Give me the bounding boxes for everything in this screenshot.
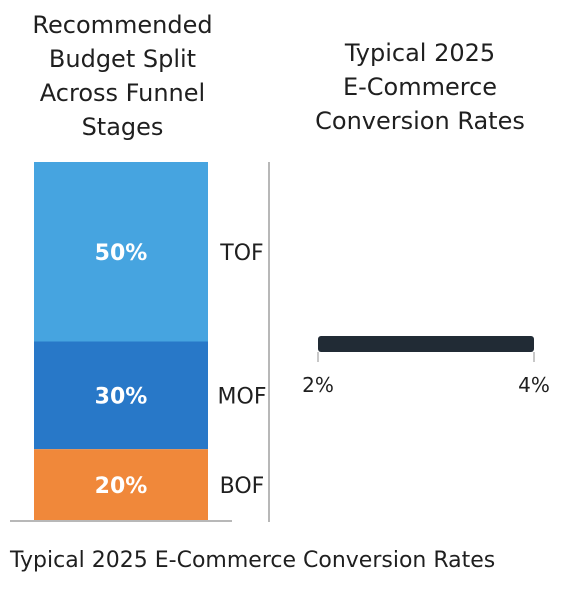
- figure-caption: Typical 2025 E-Commerce Conversion Rates: [10, 548, 496, 573]
- budget-category-labels: TOF MOF BOF: [218, 241, 267, 499]
- budget-title-line-2: Budget Split: [48, 45, 197, 73]
- conversion-range-bar: [318, 336, 534, 352]
- conversion-title-line-3: Conversion Rates: [315, 107, 525, 135]
- budget-split-chart: 50% 30% 20% TOF MOF BOF: [10, 162, 270, 522]
- budget-title-line-3: Across Funnel: [39, 79, 206, 107]
- conversion-tick-label-1: 2%: [302, 373, 334, 397]
- budget-segment-mof: [34, 341, 208, 450]
- budget-chart-title: Recommended Budget Split Across Funnel Stag…: [0, 8, 245, 144]
- budget-category-label-bof: BOF: [220, 474, 265, 499]
- budget-value-label-mof: 30%: [95, 384, 148, 409]
- conversion-title-line-2: E-Commerce: [342, 73, 498, 101]
- conversion-chart-title: Typical 2025 E-Commerce Conversion Rates: [290, 36, 550, 138]
- conversion-tick-label-2: 4%: [518, 373, 550, 397]
- budget-title-line-1: Recommended: [32, 11, 213, 39]
- conversion-title-line-1: Typical 2025: [344, 39, 496, 67]
- budget-segments: 50% 30% 20%: [34, 162, 208, 521]
- conversion-rate-chart: 2% 4%: [302, 336, 550, 397]
- budget-category-label-tof: TOF: [219, 241, 263, 266]
- budget-value-label-tof: 50%: [95, 241, 148, 266]
- budget-category-label-mof: MOF: [218, 384, 267, 409]
- budget-segment-bof: [34, 449, 208, 521]
- budget-segment-tof: [34, 162, 208, 342]
- budget-value-label-bof: 20%: [95, 474, 148, 499]
- budget-title-line-4: Stages: [81, 113, 164, 141]
- conversion-marks: 2% 4%: [302, 336, 550, 397]
